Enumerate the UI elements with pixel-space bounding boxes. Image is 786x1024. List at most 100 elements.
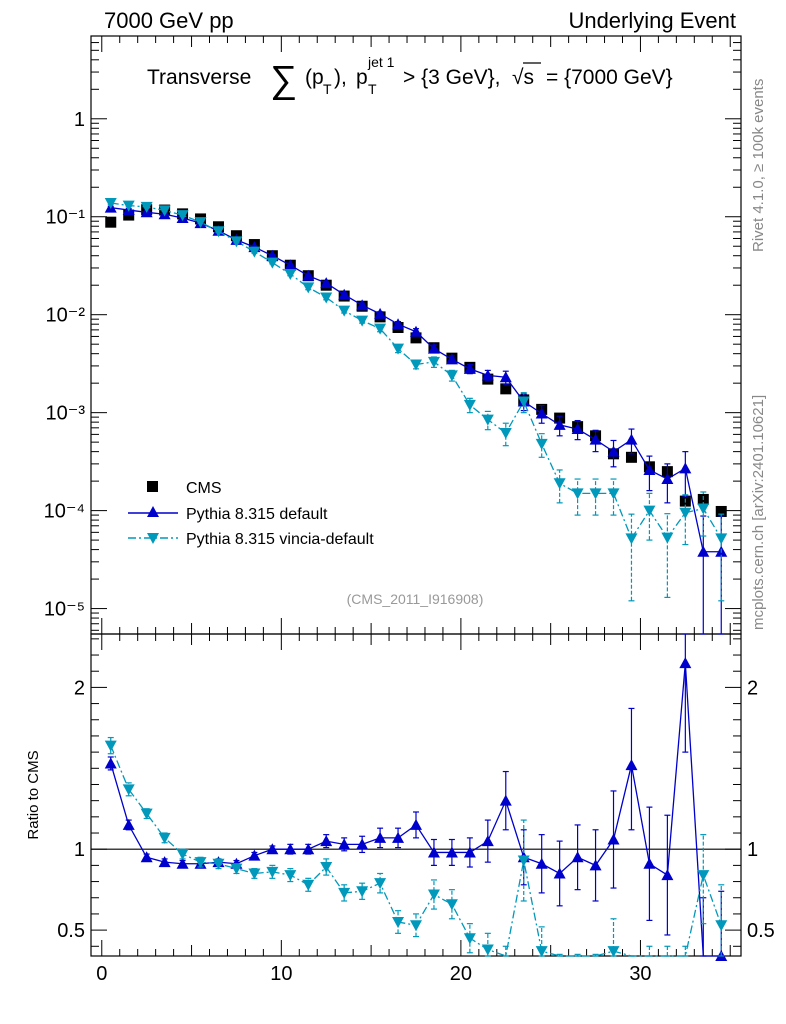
ratio-data-point xyxy=(176,849,189,861)
title-energy: = {7000 GeV} xyxy=(546,66,673,89)
upper-axis-ticks: 10⁻⁵ 10⁻⁴ 10⁻³ 10⁻² 10⁻¹ 1 xyxy=(44,35,741,631)
upper-y-tick-label: 10⁻³ xyxy=(46,403,86,425)
upper-data-point xyxy=(535,407,548,419)
ratio-data-point xyxy=(302,843,315,855)
ratio-data-point xyxy=(481,944,494,956)
ratio-data-point xyxy=(122,784,135,796)
upper-data-point xyxy=(535,438,548,450)
plot-title: Transverse ∑ (p T ), p T jet 1 > {3 GeV}… xyxy=(147,54,673,101)
upper-data-point xyxy=(392,318,405,330)
upper-data-point xyxy=(607,488,620,500)
ratio-data-point xyxy=(374,831,387,843)
lower-y-tick-label: 0.5 xyxy=(57,920,85,942)
upper-data-point xyxy=(661,532,674,544)
upper-data-point xyxy=(571,488,584,500)
lower-frame xyxy=(90,633,742,957)
upper-data-point xyxy=(463,362,476,374)
legend-vincia-marker xyxy=(147,533,159,544)
upper-data-point xyxy=(499,371,512,383)
ratio-data-point xyxy=(230,863,243,875)
legend: CMS Pythia 8.315 default Pythia 8.315 vi… xyxy=(128,480,374,548)
ratio-data-point xyxy=(248,849,261,861)
upper-data-point xyxy=(356,299,369,311)
upper-y-tick-label: 10⁻⁵ xyxy=(44,599,85,621)
legend-cms-label: CMS xyxy=(186,480,222,497)
upper-data-point xyxy=(284,259,297,271)
ratio-data-point xyxy=(302,879,315,891)
lower-y-tick-label-right: 1 xyxy=(747,839,758,861)
title-arg: (p xyxy=(305,66,324,89)
upper-data-point xyxy=(104,198,117,210)
upper-data-point xyxy=(607,445,620,457)
ratio-data-point xyxy=(499,794,512,806)
ratio-data-point xyxy=(715,920,728,932)
upper-data-point xyxy=(643,505,656,517)
upper-data-point xyxy=(481,414,494,426)
ratio-data-point xyxy=(517,855,530,867)
upper-data-point xyxy=(410,325,422,337)
ratio-data-point xyxy=(410,818,422,830)
upper-data-point xyxy=(463,399,476,411)
ratio-data-point xyxy=(176,857,189,869)
ratio-data-point xyxy=(158,832,171,844)
upper-data-point xyxy=(625,451,637,463)
ratio-data-point xyxy=(320,835,333,847)
upper-data-point xyxy=(392,343,405,355)
title-cut: > {3 GeV}, xyxy=(403,66,501,89)
lower-y-tick-label: 1 xyxy=(74,839,85,861)
upper-data-point xyxy=(212,226,225,238)
ratio-data-point xyxy=(679,657,692,669)
upper-y-tick-label: 10⁻¹ xyxy=(46,207,86,229)
upper-data-point xyxy=(248,246,261,258)
upper-data-point xyxy=(589,488,602,500)
analysis-id: (CMS_2011_I916908) xyxy=(347,591,484,607)
upper-data-point xyxy=(553,418,566,430)
lower-y-tick-label-right: 0.5 xyxy=(747,920,775,942)
ratio-data-point xyxy=(104,740,117,752)
ratio-data-point xyxy=(284,870,297,882)
ratio-data-point xyxy=(463,933,476,945)
ratio-data-point xyxy=(535,946,548,958)
ratio-data-point xyxy=(374,878,387,890)
legend-entry-pythia-default: Pythia 8.315 default xyxy=(128,506,328,523)
ratio-data-point xyxy=(338,887,351,899)
upper-data-point xyxy=(625,533,638,545)
x-tick-label: 20 xyxy=(450,963,472,985)
upper-data-point xyxy=(158,205,171,217)
ratio-data-point xyxy=(625,759,638,771)
ratio-data-point xyxy=(356,838,369,850)
title-main: Transverse xyxy=(147,66,251,89)
ratio-data-point xyxy=(643,857,656,869)
lower-axis-ticks: 0.5 0.5 1 1 2 2 xyxy=(57,638,775,947)
ratio-data-point xyxy=(140,851,153,863)
x-tick-label: 0 xyxy=(96,963,107,985)
upper-data-point xyxy=(500,383,512,395)
upper-data-point xyxy=(679,507,692,519)
upper-data-point xyxy=(715,533,728,545)
upper-data-point xyxy=(697,545,710,557)
header-right: Underlying Event xyxy=(568,8,736,33)
upper-data-point xyxy=(194,217,207,229)
upper-data-point xyxy=(445,370,458,382)
upper-y-tick-label: 10⁻² xyxy=(46,305,86,327)
upper-data-point xyxy=(499,427,512,439)
ratio-data-point xyxy=(266,866,279,878)
ratio-data-point xyxy=(607,833,620,845)
legend-entry-cms: CMS xyxy=(147,480,222,497)
upper-data-point xyxy=(123,209,135,221)
ratio-data-point xyxy=(481,835,494,847)
upper-data-point xyxy=(553,478,566,490)
upper-data-point xyxy=(625,433,638,445)
ratio-data-point xyxy=(338,838,351,850)
x-axis-ticks: 0 10 20 30 xyxy=(96,36,731,985)
upper-data-point xyxy=(374,307,387,319)
upper-data-point xyxy=(589,433,602,445)
title-sum-symbol: ∑ xyxy=(270,59,297,101)
upper-series-line xyxy=(110,206,722,553)
upper-data-point xyxy=(715,505,727,517)
ratio-data-point xyxy=(194,857,207,869)
upper-data-point xyxy=(445,353,458,365)
upper-data-point xyxy=(338,305,351,317)
upper-data-point xyxy=(481,369,494,381)
